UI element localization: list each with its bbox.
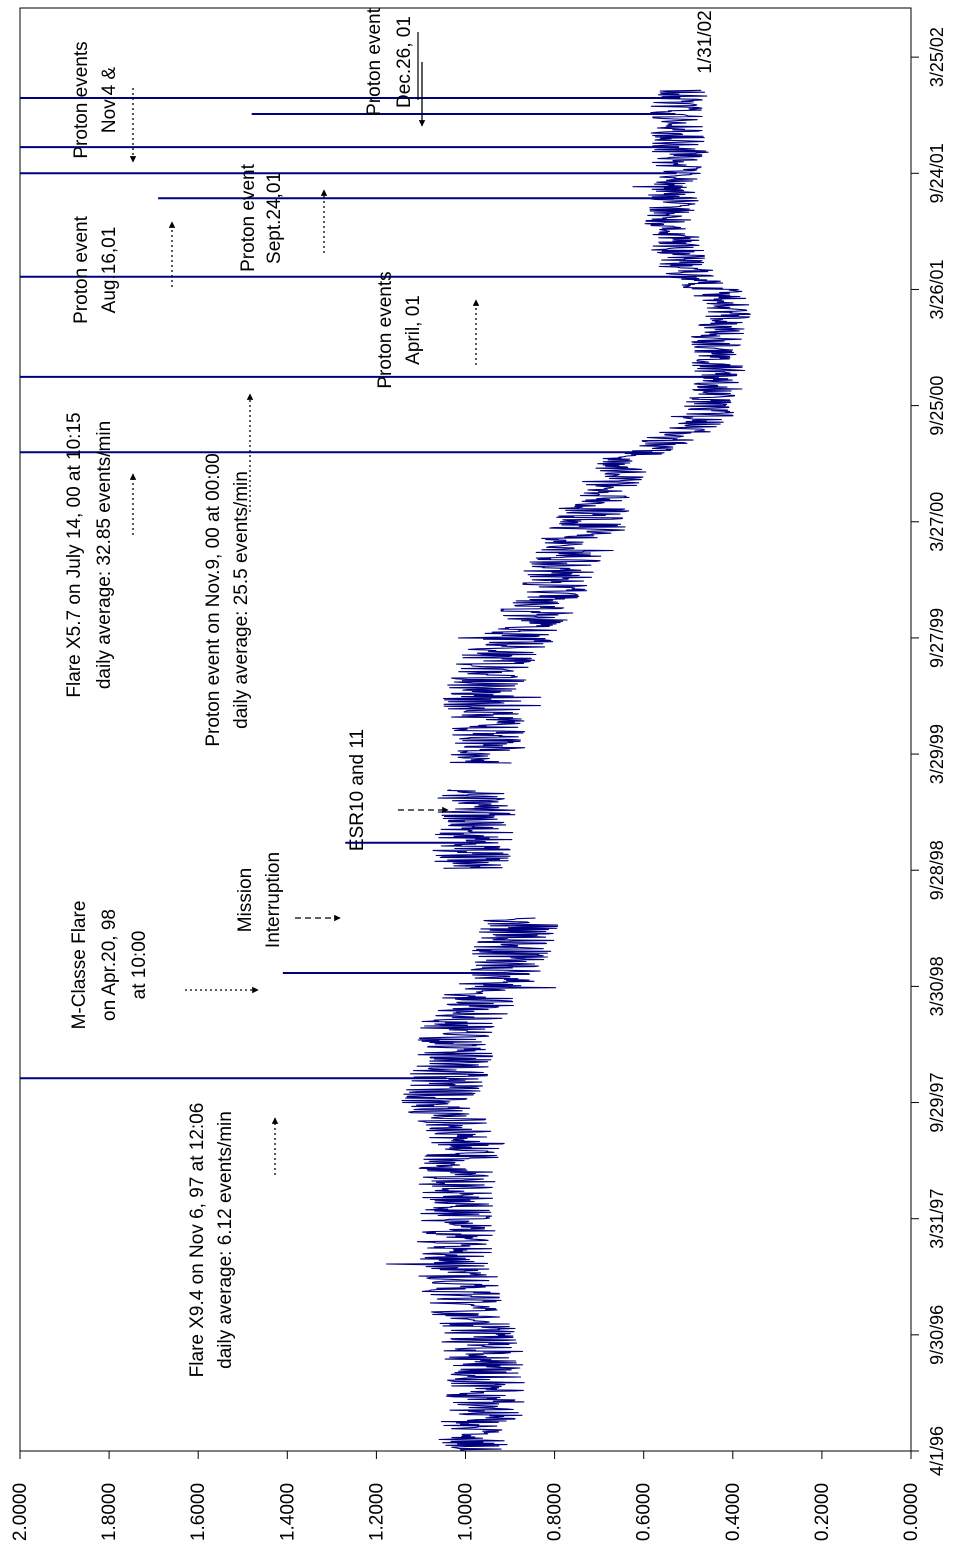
annotation-mission: Mission xyxy=(235,868,256,932)
series-line xyxy=(442,89,751,764)
annotation-mission: Interruption xyxy=(263,852,284,948)
x-tick-label: 3/31/97 xyxy=(927,1189,947,1249)
annotation-arrows xyxy=(129,62,480,1175)
x-tick-label: 9/25/00 xyxy=(927,376,947,436)
annotation-date-label: 1/31/02 xyxy=(695,10,716,73)
x-tick-label: 9/30/96 xyxy=(927,1305,947,1365)
series-group xyxy=(386,89,751,1452)
annotation-proton-sept: Sept.24,01 xyxy=(264,172,285,264)
annotation-flare-2000: daily average: 32.85 events/min xyxy=(94,421,115,689)
annotation-proton-april: April, 01 xyxy=(403,295,424,365)
annotation-proton-nov: Proton events xyxy=(71,41,92,158)
y-axis: 0.0000 0.2000 0.4000 0.6000 0.8000 1.0000 1.20… xyxy=(10,1451,922,1541)
annotation-proton-dec: Proton event xyxy=(364,7,385,115)
x-tick-label: 3/27/00 xyxy=(927,492,947,552)
x-tick-label: 3/25/02 xyxy=(927,27,947,87)
x-tick-label: 3/29/99 xyxy=(927,724,947,784)
y-tick-label: 0.8000 xyxy=(545,1483,566,1541)
annotation-mclass-1998: at 10:00 xyxy=(129,931,150,1000)
x-axis: 4/1/96 9/30/96 3/31/97 9/29/97 3/30/98 9/28/9… xyxy=(911,27,947,1476)
annotation-proton-april: Proton events xyxy=(375,271,396,388)
annotation-proton-sept: Proton event xyxy=(238,163,259,271)
y-tick-label: 1.4000 xyxy=(277,1483,298,1541)
x-tick-label: 4/1/96 xyxy=(927,1426,947,1476)
annotation-flare-1997: Flare X9.4 on Nov 6, 97 at 12:06 xyxy=(187,1103,208,1378)
annotation-flare-2000: Flare X5.7 on July 14, 00 at 10:15 xyxy=(64,412,85,697)
x-tick-label: 3/30/98 xyxy=(927,956,947,1016)
x-tick-label: 9/24/01 xyxy=(927,143,947,203)
y-tick-label: 0.2000 xyxy=(812,1483,833,1541)
y-tick-label: 0.0000 xyxy=(901,1483,922,1541)
x-tick-label: 9/28/98 xyxy=(927,840,947,900)
x-tick-label: 9/27/99 xyxy=(927,608,947,668)
spike-lines xyxy=(20,96,719,1080)
annotation-proton-dec: Dec.26, 01 xyxy=(394,16,415,108)
annotation-proton-nov: Nov.4 & xyxy=(99,67,120,134)
y-tick-label: 1.6000 xyxy=(188,1483,209,1541)
annotation-proton-nov9: Proton event on Nov.9, 00 at 00:00 xyxy=(203,453,224,746)
x-tick-label: 9/29/97 xyxy=(927,1073,947,1133)
series-line xyxy=(432,789,516,869)
annotation-proton-aug: Proton event xyxy=(71,215,92,323)
series-line xyxy=(386,917,559,1452)
y-tick-label: 1.8000 xyxy=(99,1483,120,1541)
annotations: Flare X9.4 on Nov 6, 97 at 12:06 daily av… xyxy=(64,7,716,1377)
annotation-mclass-1998: M-Classe Flare xyxy=(69,901,90,1030)
y-tick-label: 1.2000 xyxy=(366,1483,387,1541)
annotation-proton-nov9: daily average: 25.5 events/min xyxy=(231,471,252,729)
annotation-esr: ESR10 and 11 xyxy=(347,729,368,851)
y-tick-label: 1.0000 xyxy=(456,1483,477,1541)
y-tick-label: 0.4000 xyxy=(723,1483,744,1541)
y-tick-label: 2.0000 xyxy=(10,1483,31,1541)
annotation-proton-aug: Aug.16,01 xyxy=(99,227,120,314)
y-tick-label: 0.6000 xyxy=(634,1483,655,1541)
x-tick-label: 3/26/01 xyxy=(927,259,947,319)
annotation-mclass-1998: on Apr.20, 98 xyxy=(99,909,120,1021)
annotation-flare-1997: daily average: 6.12 events/min xyxy=(215,1111,236,1369)
